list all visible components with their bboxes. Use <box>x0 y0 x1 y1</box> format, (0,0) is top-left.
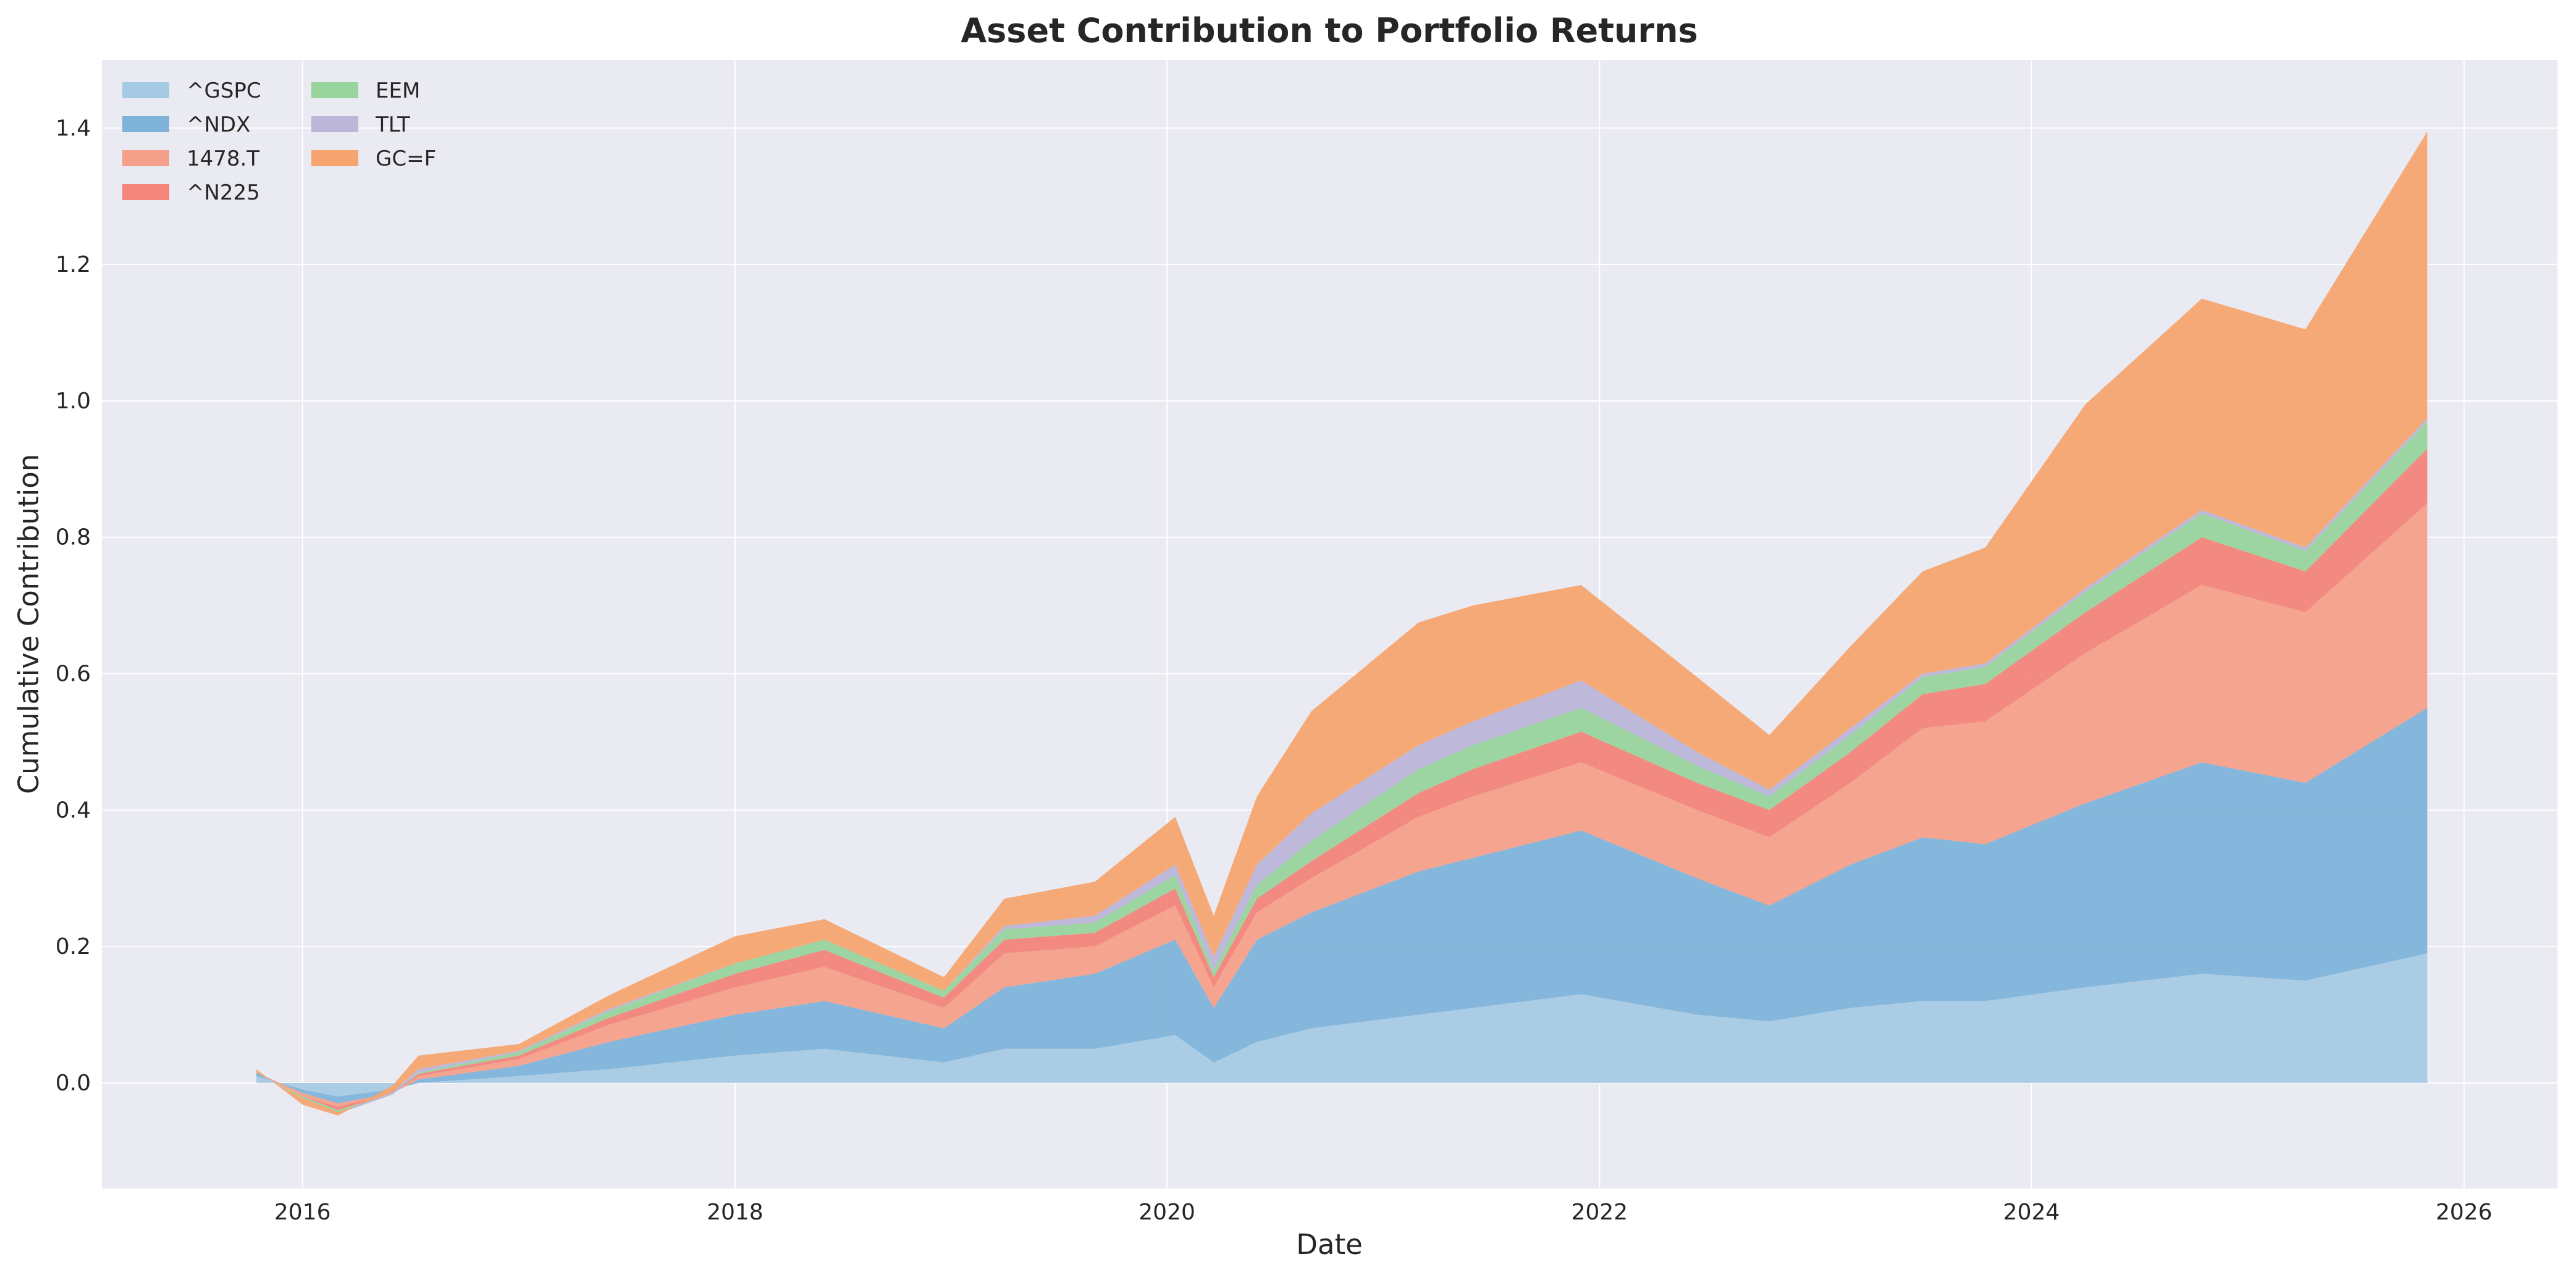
area-ndx <box>256 707 2428 1103</box>
y-tick-label: 1.2 <box>56 252 91 277</box>
legend-swatch-tlt <box>311 116 358 132</box>
legend-swatch-1478-t <box>122 150 169 166</box>
y-tick-label: 0.8 <box>56 525 91 550</box>
x-tick-label: 2026 <box>2436 1200 2493 1225</box>
y-axis-label: Cumulative Contribution <box>12 454 45 794</box>
legend-swatch-ndx <box>122 116 169 132</box>
chart-title: Asset Contribution to Portfolio Returns <box>961 11 1698 50</box>
area-1478-t <box>256 503 2428 1107</box>
x-axis-label: Date <box>1296 1228 1363 1261</box>
legend-label-gspc: ^GSPC <box>187 78 261 103</box>
x-tick-label: 2020 <box>1139 1200 1195 1225</box>
legend-label-gc-f: GC=F <box>376 146 436 171</box>
y-tick-label: 0.0 <box>56 1071 91 1096</box>
legend-label-tlt: TLT <box>375 112 410 137</box>
legend-swatch-eem <box>311 82 358 98</box>
legend-swatch-n225 <box>122 184 169 200</box>
legend-label-n225: ^N225 <box>187 180 260 205</box>
y-tick-label: 0.4 <box>56 798 91 823</box>
legend-label-1478-t: 1478.T <box>187 146 259 171</box>
area-gspc <box>256 953 2428 1097</box>
legend-swatch-gc-f <box>311 150 358 166</box>
y-tick-label: 1.4 <box>56 116 91 141</box>
y-tick-labels: 0.0 0.2 0.4 0.6 0.8 1.0 1.2 1.4 <box>56 116 91 1095</box>
area-gc-f <box>256 131 2428 1116</box>
legend-swatch-gspc <box>122 82 169 98</box>
stacked-areas <box>256 131 2428 1116</box>
x-tick-label: 2018 <box>707 1200 764 1225</box>
legend-label-ndx: ^NDX <box>187 112 250 137</box>
legend: ^GSPC ^NDX 1478.T ^N225 EEM TLT GC=F <box>122 78 436 205</box>
x-tick-label: 2022 <box>1571 1200 1628 1225</box>
x-tick-labels: 2016 2018 2020 2022 2024 2026 <box>274 1200 2493 1225</box>
y-tick-label: 1.0 <box>56 389 91 414</box>
legend-label-eem: EEM <box>376 78 420 103</box>
x-tick-label: 2016 <box>274 1200 331 1225</box>
x-tick-label: 2024 <box>2003 1200 2060 1225</box>
y-tick-label: 0.2 <box>56 934 91 959</box>
y-tick-label: 0.6 <box>56 662 91 687</box>
